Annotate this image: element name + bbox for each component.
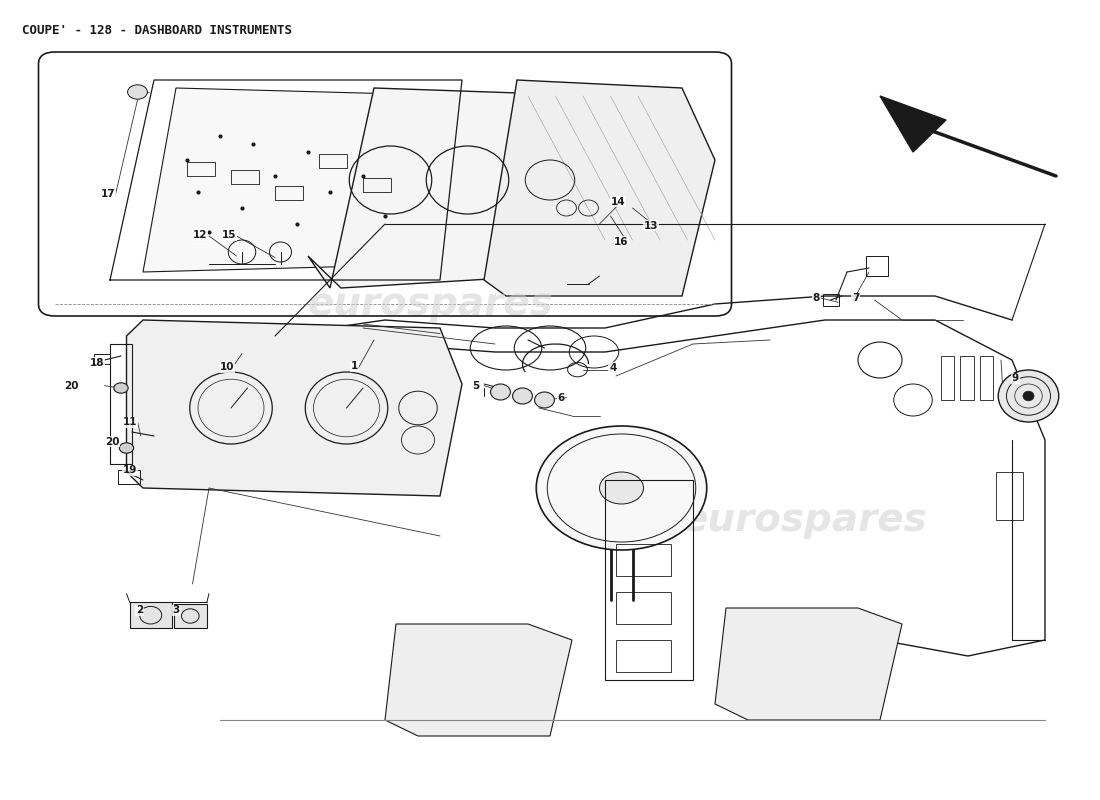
Ellipse shape bbox=[535, 392, 554, 408]
Bar bbox=[616, 544, 671, 576]
Bar bbox=[980, 356, 993, 400]
Bar bbox=[118, 470, 140, 484]
Bar bbox=[231, 170, 258, 184]
Text: 5: 5 bbox=[473, 381, 480, 390]
Text: 6: 6 bbox=[558, 394, 564, 403]
Ellipse shape bbox=[513, 388, 532, 404]
Bar bbox=[616, 640, 671, 672]
Text: 1: 1 bbox=[351, 362, 358, 371]
Bar bbox=[110, 344, 132, 464]
Text: 9: 9 bbox=[1012, 374, 1019, 383]
Text: 20: 20 bbox=[64, 381, 79, 390]
Bar bbox=[187, 162, 214, 176]
Text: 7: 7 bbox=[852, 294, 859, 303]
Polygon shape bbox=[308, 88, 627, 288]
Text: 12: 12 bbox=[192, 230, 208, 240]
Ellipse shape bbox=[1023, 391, 1034, 401]
Bar bbox=[363, 178, 390, 192]
Text: COUPE' - 128 - DASHBOARD INSTRUMENTS: COUPE' - 128 - DASHBOARD INSTRUMENTS bbox=[22, 24, 292, 37]
Polygon shape bbox=[126, 320, 462, 496]
Polygon shape bbox=[385, 624, 572, 736]
Bar bbox=[605, 480, 693, 680]
Ellipse shape bbox=[128, 85, 147, 99]
Text: 11: 11 bbox=[122, 418, 138, 427]
Text: 20: 20 bbox=[104, 437, 120, 446]
Text: 13: 13 bbox=[644, 221, 659, 230]
Text: 15: 15 bbox=[221, 230, 236, 240]
Bar bbox=[130, 602, 172, 628]
Text: 14: 14 bbox=[610, 197, 626, 206]
Text: 8: 8 bbox=[813, 294, 820, 303]
Ellipse shape bbox=[491, 384, 510, 400]
Polygon shape bbox=[143, 88, 473, 272]
Ellipse shape bbox=[114, 383, 128, 394]
Ellipse shape bbox=[999, 370, 1058, 422]
Ellipse shape bbox=[119, 443, 134, 453]
Bar bbox=[960, 356, 974, 400]
Text: 17: 17 bbox=[100, 189, 116, 198]
Bar bbox=[174, 604, 207, 628]
Text: 3: 3 bbox=[173, 606, 179, 615]
Text: eurospares: eurospares bbox=[682, 501, 927, 539]
Bar bbox=[823, 294, 839, 306]
Ellipse shape bbox=[536, 426, 706, 550]
Bar bbox=[996, 472, 1023, 520]
Text: 2: 2 bbox=[136, 606, 143, 615]
Polygon shape bbox=[880, 96, 946, 152]
Bar bbox=[319, 154, 346, 168]
Bar bbox=[275, 186, 302, 200]
Text: 4: 4 bbox=[609, 363, 616, 373]
Polygon shape bbox=[715, 608, 902, 720]
Bar bbox=[940, 356, 954, 400]
Text: eurospares: eurospares bbox=[308, 285, 553, 323]
Bar bbox=[866, 256, 888, 276]
Text: 16: 16 bbox=[614, 237, 629, 246]
Bar bbox=[616, 592, 671, 624]
Ellipse shape bbox=[600, 472, 643, 504]
Text: 19: 19 bbox=[122, 466, 138, 475]
Text: 18: 18 bbox=[89, 358, 104, 368]
Polygon shape bbox=[484, 80, 715, 296]
Text: 10: 10 bbox=[219, 362, 234, 372]
Bar bbox=[94, 354, 110, 364]
